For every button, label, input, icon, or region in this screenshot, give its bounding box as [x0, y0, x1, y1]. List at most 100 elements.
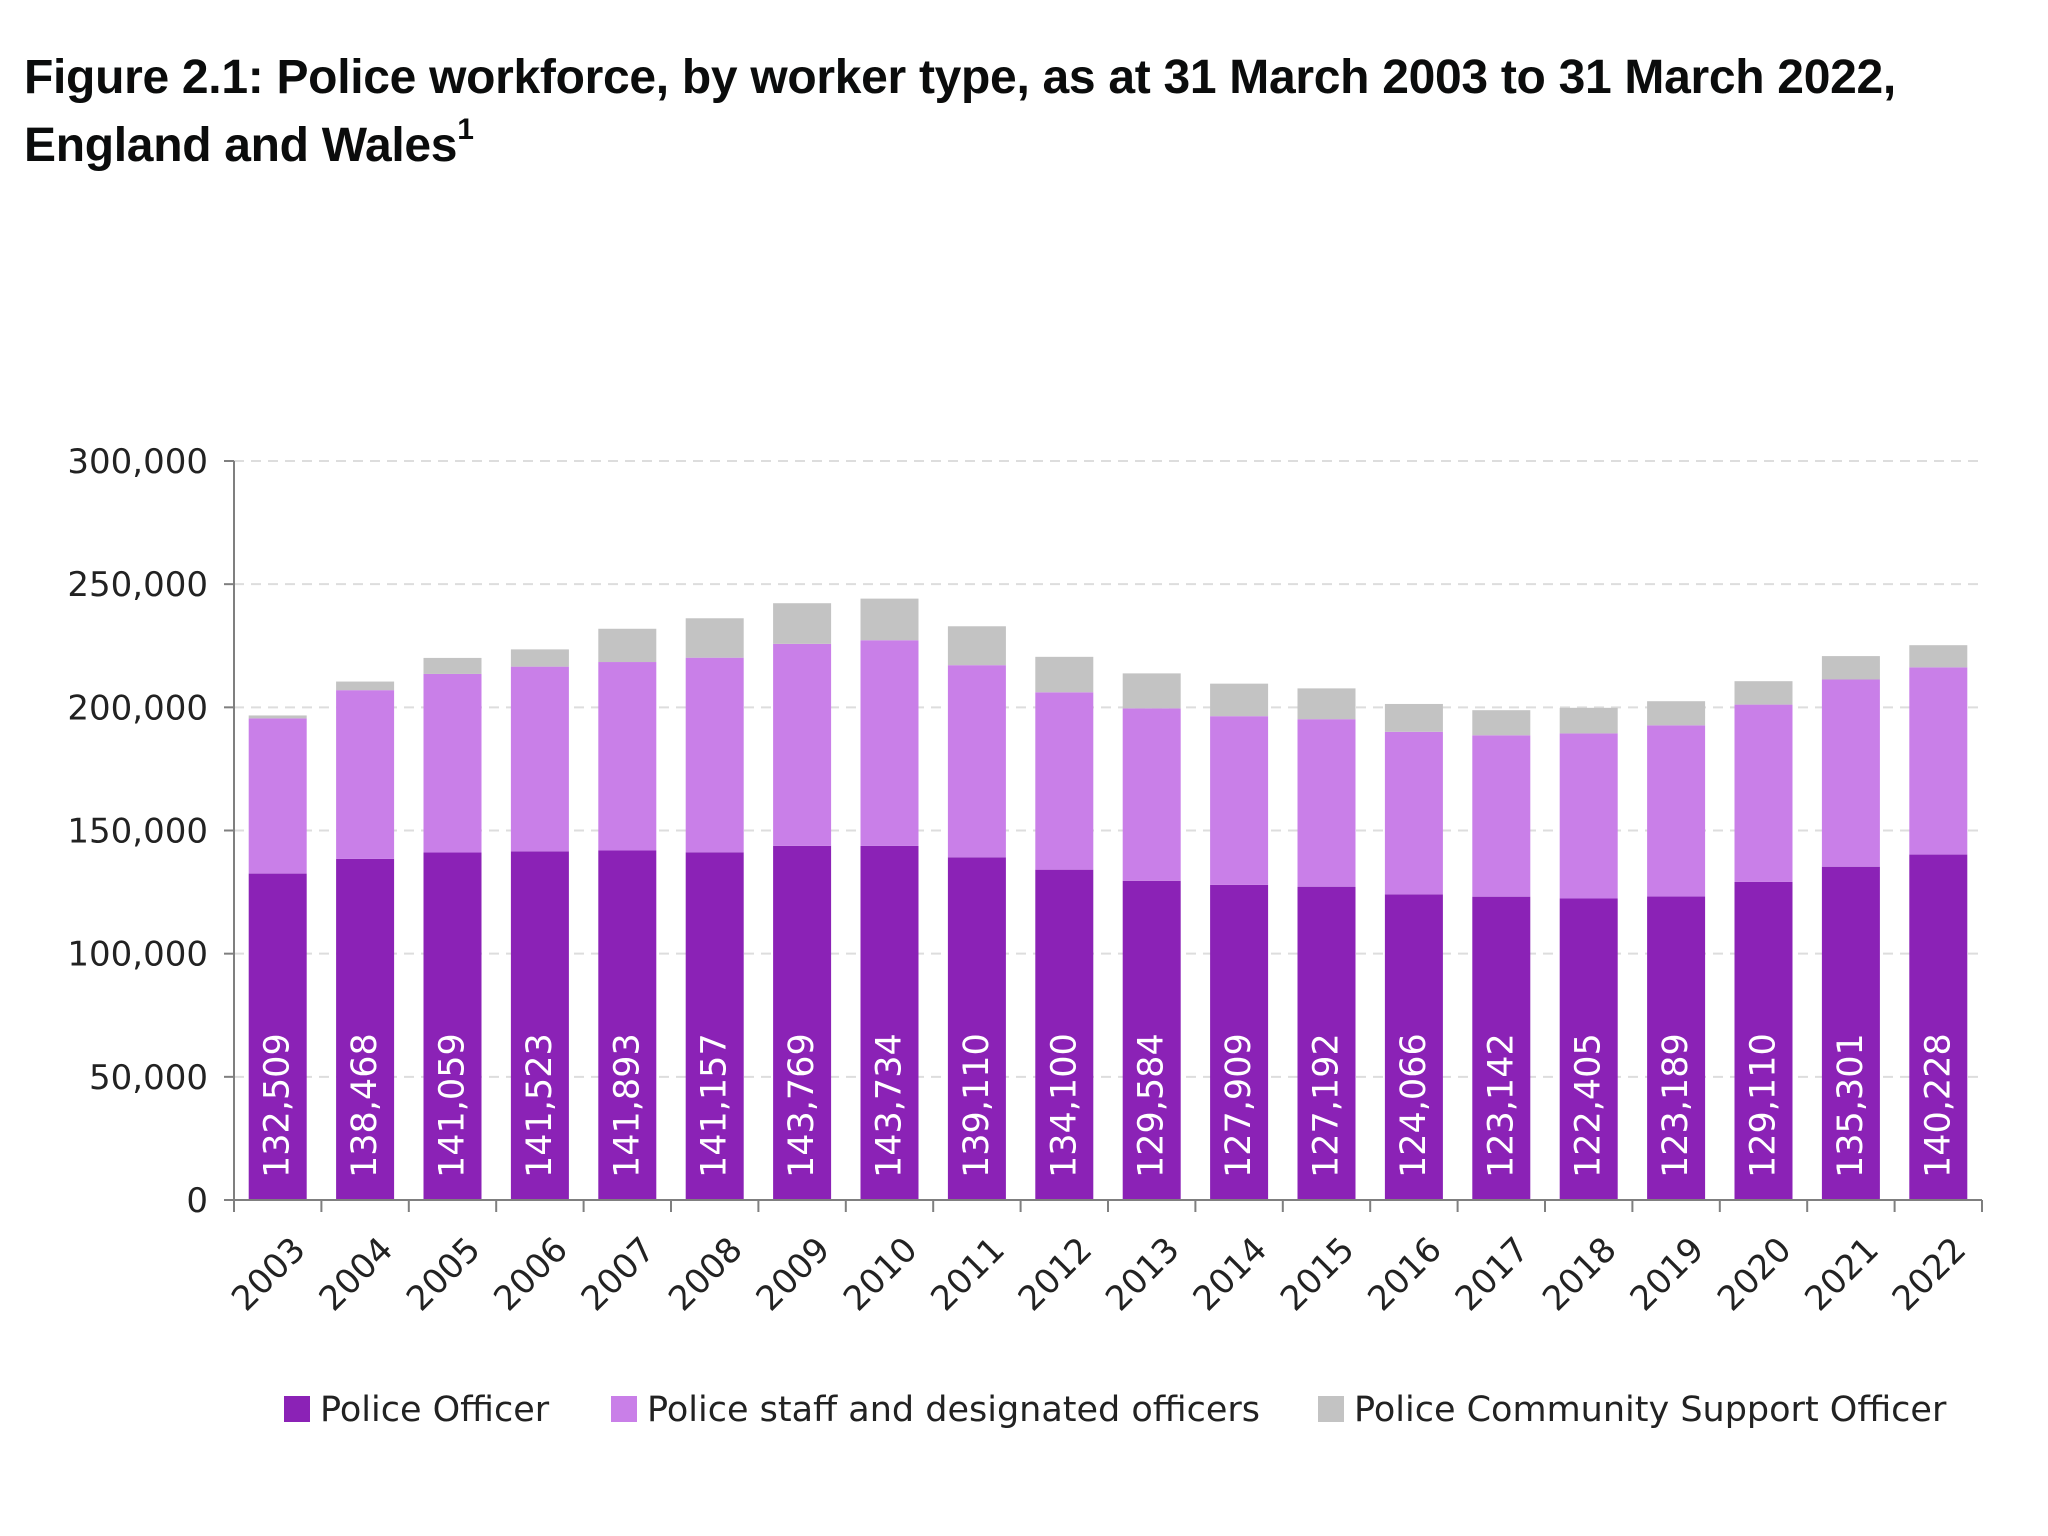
bar-segment: [1472, 735, 1531, 897]
data-label: 123,189: [1656, 1033, 1696, 1178]
x-tick-label: 2004: [312, 1230, 401, 1319]
bar-segment: [1384, 703, 1443, 732]
y-tick-label: 100,000: [67, 935, 208, 975]
data-label: 134,100: [1044, 1033, 1084, 1178]
bar-segment: [423, 657, 482, 674]
data-label: 127,192: [1307, 1033, 1347, 1178]
data-label: 127,909: [1219, 1033, 1259, 1178]
bar-segment: [336, 690, 395, 859]
y-tick-label: 250,000: [67, 565, 208, 605]
data-label: 138,468: [345, 1033, 385, 1178]
x-tick-label: 2017: [1448, 1230, 1537, 1319]
x-tick-label: 2011: [923, 1230, 1012, 1319]
bar-segment: [1472, 710, 1531, 736]
bar-segment: [1734, 681, 1793, 705]
bar-segment: [1734, 881, 1793, 1200]
bar-segment: [1122, 708, 1181, 881]
bar-segment: [1297, 886, 1356, 1200]
title-footnote-marker: 1: [457, 113, 474, 146]
x-tick-label: 2018: [1535, 1230, 1624, 1319]
bar-segment: [510, 649, 569, 667]
legend-label: Police Officer: [320, 1390, 550, 1430]
y-tick-label: 300,000: [67, 442, 208, 482]
bar-segment: [860, 640, 919, 846]
bar-segment: [1821, 866, 1880, 1200]
bar-segment: [685, 852, 744, 1200]
data-label: 143,734: [870, 1033, 910, 1178]
bar-segment: [248, 718, 307, 874]
bar-segment: [336, 858, 395, 1200]
x-tick-label: 2019: [1623, 1230, 1712, 1319]
x-tick-label: 2022: [1885, 1230, 1974, 1319]
data-label: 141,893: [607, 1033, 647, 1178]
bar-segment: [947, 626, 1006, 666]
x-tick-label: 2014: [1186, 1230, 1275, 1319]
bar-segment: [1559, 898, 1618, 1200]
x-tick-label: 2003: [224, 1230, 313, 1319]
bar-segment: [336, 681, 395, 691]
legend-label: Police Community Support Officer: [1354, 1390, 1947, 1430]
bar-segment: [248, 873, 307, 1200]
legend-swatch: [1318, 1396, 1344, 1422]
x-tick-label: 2009: [749, 1230, 838, 1319]
bar-segment: [860, 598, 919, 641]
bar-segment: [947, 665, 1006, 858]
bar-segment: [860, 845, 919, 1200]
y-tick-label: 150,000: [67, 812, 208, 852]
data-label: 143,769: [782, 1033, 822, 1178]
data-label: 135,301: [1831, 1033, 1871, 1178]
legend: Police Officer Police staff and designate…: [284, 1390, 1947, 1430]
x-tick-label: 2013: [1098, 1230, 1187, 1319]
bar-segment: [510, 666, 569, 852]
x-tick-label: 2007: [574, 1230, 663, 1319]
x-tick-label: 2021: [1797, 1230, 1886, 1319]
x-tick-label: 2015: [1273, 1230, 1362, 1319]
x-tick-label: 2020: [1710, 1230, 1799, 1319]
data-label: 129,584: [1132, 1033, 1172, 1178]
bar-segment: [423, 673, 482, 853]
legend-swatch: [284, 1396, 310, 1422]
bar-segment: [1210, 716, 1269, 885]
gridlines: [234, 460, 1982, 1078]
bar-segment: [685, 618, 744, 658]
bar-segment: [773, 643, 832, 846]
bar-segment: [1210, 683, 1269, 717]
bar-segment: [1647, 725, 1706, 897]
bar-segment: [1909, 645, 1968, 668]
chart-title-text: Figure 2.1: Police workforce, by worker …: [24, 51, 1896, 172]
data-label: 123,142: [1481, 1033, 1521, 1178]
bar-segment: [598, 662, 657, 851]
bar-segment: [1472, 896, 1531, 1200]
bar-segment: [1384, 894, 1443, 1200]
bar-segment: [1821, 679, 1880, 867]
data-label: 141,523: [520, 1033, 560, 1178]
x-tick-label: 2010: [836, 1230, 925, 1319]
data-label: 139,110: [957, 1033, 997, 1178]
bar-segment: [1122, 673, 1181, 709]
y-tick-label: 200,000: [67, 688, 208, 728]
data-label: 140,228: [1918, 1033, 1958, 1178]
bar-segment: [1647, 896, 1706, 1200]
bar-segment: [1734, 704, 1793, 882]
legend-swatch: [611, 1396, 637, 1422]
bar-segment: [598, 850, 657, 1200]
x-tick-label: 2006: [486, 1230, 575, 1319]
bar-segment: [1559, 733, 1618, 899]
x-tick-label: 2016: [1360, 1230, 1449, 1319]
data-label: 141,059: [433, 1033, 473, 1178]
bar-segment: [1035, 692, 1094, 870]
bar-segment: [1909, 667, 1968, 855]
y-tick-label: 0: [186, 1181, 208, 1221]
data-label: 124,066: [1394, 1033, 1434, 1178]
data-label: 122,405: [1569, 1033, 1609, 1178]
bar-segment: [1035, 656, 1094, 693]
chart-title: Figure 2.1: Police workforce, by worker …: [24, 44, 2024, 180]
data-label: 141,157: [695, 1033, 735, 1178]
y-tick-label: 50,000: [89, 1058, 208, 1098]
bar-segment: [1821, 656, 1880, 680]
bar-segment: [1909, 854, 1968, 1200]
bars: 132,509 138,468 141,059 141,523 141,893 141,1…: [248, 598, 1968, 1200]
bar-segment: [1210, 884, 1269, 1200]
bar-segment: [598, 628, 657, 663]
